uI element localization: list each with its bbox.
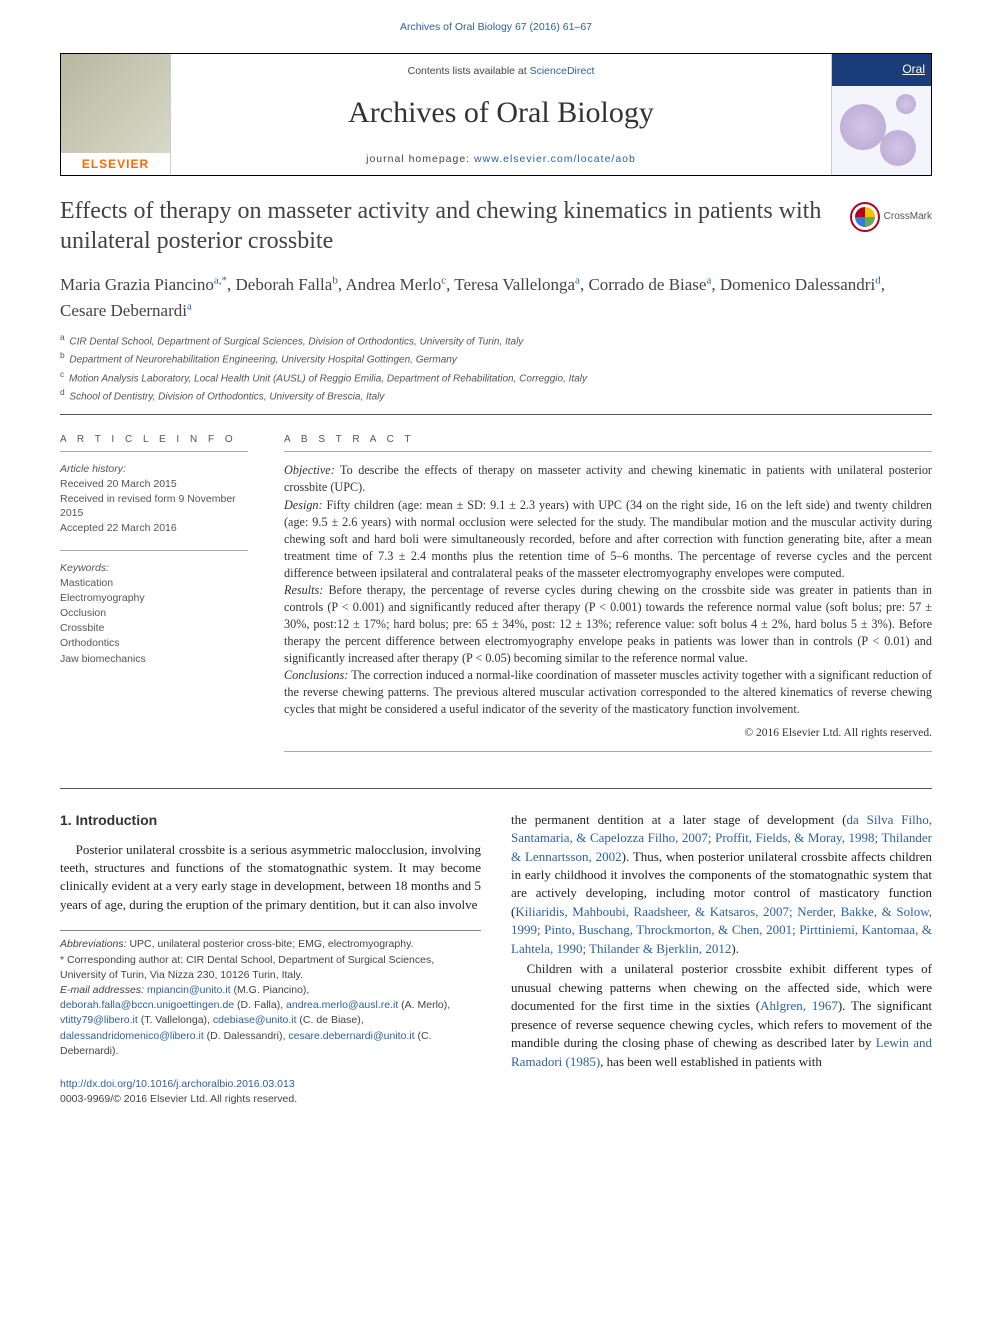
email-link[interactable]: deborah.falla@bccn.unigoettingen.de — [60, 999, 234, 1011]
keyword: Mastication — [60, 576, 248, 591]
abstract-copyright: © 2016 Elsevier Ltd. All rights reserved… — [284, 725, 932, 741]
article-title: Effects of therapy on masseter activity … — [60, 196, 826, 256]
text: ). — [731, 941, 739, 956]
emails-label: E-mail addresses: — [60, 984, 144, 996]
keyword: Occlusion — [60, 606, 248, 621]
banner-middle: Contents lists available at ScienceDirec… — [171, 54, 831, 175]
running-head: Archives of Oral Biology 67 (2016) 61–67 — [60, 20, 932, 35]
sciencedirect-link[interactable]: ScienceDirect — [530, 65, 595, 77]
abstract-heading: A B S T R A C T — [284, 433, 932, 447]
text: , has been well established in patients … — [600, 1054, 822, 1069]
article-info-column: A R T I C L E I N F O Article history: R… — [60, 433, 248, 761]
citation-link[interactable]: Ahlgren, 1967 — [760, 998, 838, 1013]
body-column-left: 1. Introduction Posterior unilateral cro… — [60, 811, 481, 1107]
elsevier-tree-image — [61, 54, 170, 153]
journal-banner: ELSEVIER Contents lists available at Sci… — [60, 53, 932, 176]
body-paragraph: the permanent dentition at a later stage… — [511, 811, 932, 959]
abbrev-text: UPC, unilateral posterior cross-bite; EM… — [127, 938, 414, 950]
email-link[interactable]: cesare.debernardi@unito.it — [288, 1030, 414, 1042]
email-who: (D. Falla), — [234, 999, 286, 1011]
info-rule — [60, 451, 248, 452]
abstract-section: Conclusions: The correction induced a no… — [284, 667, 932, 718]
issn-line: 0003-9969/© 2016 Elsevier Ltd. All right… — [60, 1093, 297, 1105]
keyword: Electromyography — [60, 591, 248, 606]
abstract-bottom-rule — [284, 751, 932, 752]
affiliations: a CIR Dental School, Department of Surgi… — [60, 331, 932, 404]
article-history: Article history: Received 20 March 2015R… — [60, 462, 248, 535]
keyword: Orthodontics — [60, 636, 248, 651]
body-top-rule — [60, 788, 932, 789]
elsevier-logo: ELSEVIER — [61, 153, 170, 175]
crossmark-badge[interactable]: CrossMark — [850, 202, 932, 232]
article-info-heading: A R T I C L E I N F O — [60, 433, 248, 447]
email-link[interactable]: vtitty79@libero.it — [60, 1014, 138, 1026]
email-who: (D. Dalessandri), — [204, 1030, 289, 1042]
cover-brand-text: Oral — [902, 61, 925, 78]
journal-homepage: journal homepage: www.elsevier.com/locat… — [181, 152, 821, 167]
contents-prefix: Contents lists available at — [408, 65, 530, 77]
keyword: Crossbite — [60, 621, 248, 636]
cover-art — [832, 86, 931, 175]
body-paragraph: Posterior unilateral crossbite is a seri… — [60, 841, 481, 915]
corr-label: * Corresponding author at: — [60, 954, 183, 966]
abbreviations-line: Abbreviations: UPC, unilateral posterior… — [60, 937, 481, 952]
abstract-section: Design: Fifty children (age: mean ± SD: … — [284, 497, 932, 582]
email-link[interactable]: andrea.merlo@ausl.re.it — [286, 999, 398, 1011]
body-column-right: the permanent dentition at a later stage… — [511, 811, 932, 1107]
citation-link[interactable]: Kiliaridis, Mahboubi, Raadsheer, & Katsa… — [511, 904, 932, 956]
info-rule-2 — [60, 550, 248, 551]
emails-block: E-mail addresses: mpiancin@unito.it (M.G… — [60, 983, 481, 1059]
affiliation: a CIR Dental School, Department of Surgi… — [60, 331, 932, 349]
abstract-column: A B S T R A C T Objective: To describe t… — [284, 433, 932, 761]
homepage-prefix: journal homepage: — [366, 153, 474, 165]
abstract-section: Results: Before therapy, the percentage … — [284, 582, 932, 667]
history-line: Received 20 March 2015 — [60, 477, 248, 492]
keyword: Jaw biomechanics — [60, 652, 248, 667]
email-who: (T. Vallelonga), — [138, 1014, 213, 1026]
cover-brand: Oral — [832, 54, 931, 86]
email-who: (M.G. Piancino), — [231, 984, 310, 996]
email-link[interactable]: cdebiase@unito.it — [213, 1014, 297, 1026]
affiliation: b Department of Neurorehabilitation Engi… — [60, 349, 932, 367]
divider — [60, 414, 932, 415]
email-link[interactable]: dalessandridomenico@libero.it — [60, 1030, 204, 1042]
crossmark-label: CrossMark — [884, 210, 932, 224]
doi-block: http://dx.doi.org/10.1016/j.archoralbio.… — [60, 1077, 481, 1107]
homepage-link[interactable]: www.elsevier.com/locate/aob — [474, 153, 636, 165]
abbrev-label: Abbreviations: — [60, 938, 127, 950]
abstract-rule — [284, 451, 932, 452]
banner-left: ELSEVIER — [61, 54, 171, 175]
crossmark-icon — [850, 202, 880, 232]
footnotes: Abbreviations: UPC, unilateral posterior… — [60, 930, 481, 1059]
email-link[interactable]: mpiancin@unito.it — [147, 984, 231, 996]
author-list: Maria Grazia Piancinoa,*, Deborah Fallab… — [60, 272, 932, 323]
running-head-link[interactable]: Archives of Oral Biology 67 (2016) 61–67 — [400, 21, 592, 33]
email-who: (A. Merlo), — [398, 999, 450, 1011]
history-label: Article history: — [60, 462, 248, 477]
history-line: Accepted 22 March 2016 — [60, 521, 248, 536]
abstract-section: Objective: To describe the effects of th… — [284, 462, 932, 496]
keywords-block: Keywords: MasticationElectromyographyOcc… — [60, 561, 248, 667]
banner-cover: Oral — [831, 54, 931, 175]
text: the permanent dentition at a later stage… — [511, 812, 846, 827]
email-who: (C. de Biase), — [297, 1014, 364, 1026]
keywords-label: Keywords: — [60, 561, 248, 576]
affiliation: d School of Dentistry, Division of Ortho… — [60, 386, 932, 404]
journal-name: Archives of Oral Biology — [181, 92, 821, 134]
doi-link[interactable]: http://dx.doi.org/10.1016/j.archoralbio.… — [60, 1078, 295, 1090]
body-paragraph: Children with a unilateral posterior cro… — [511, 960, 932, 1071]
contents-available: Contents lists available at ScienceDirec… — [181, 64, 821, 79]
history-line: Received in revised form 9 November 2015 — [60, 492, 248, 521]
section-heading: 1. Introduction — [60, 811, 481, 831]
corresponding-author: * Corresponding author at: CIR Dental Sc… — [60, 953, 481, 983]
affiliation: c Motion Analysis Laboratory, Local Heal… — [60, 368, 932, 386]
